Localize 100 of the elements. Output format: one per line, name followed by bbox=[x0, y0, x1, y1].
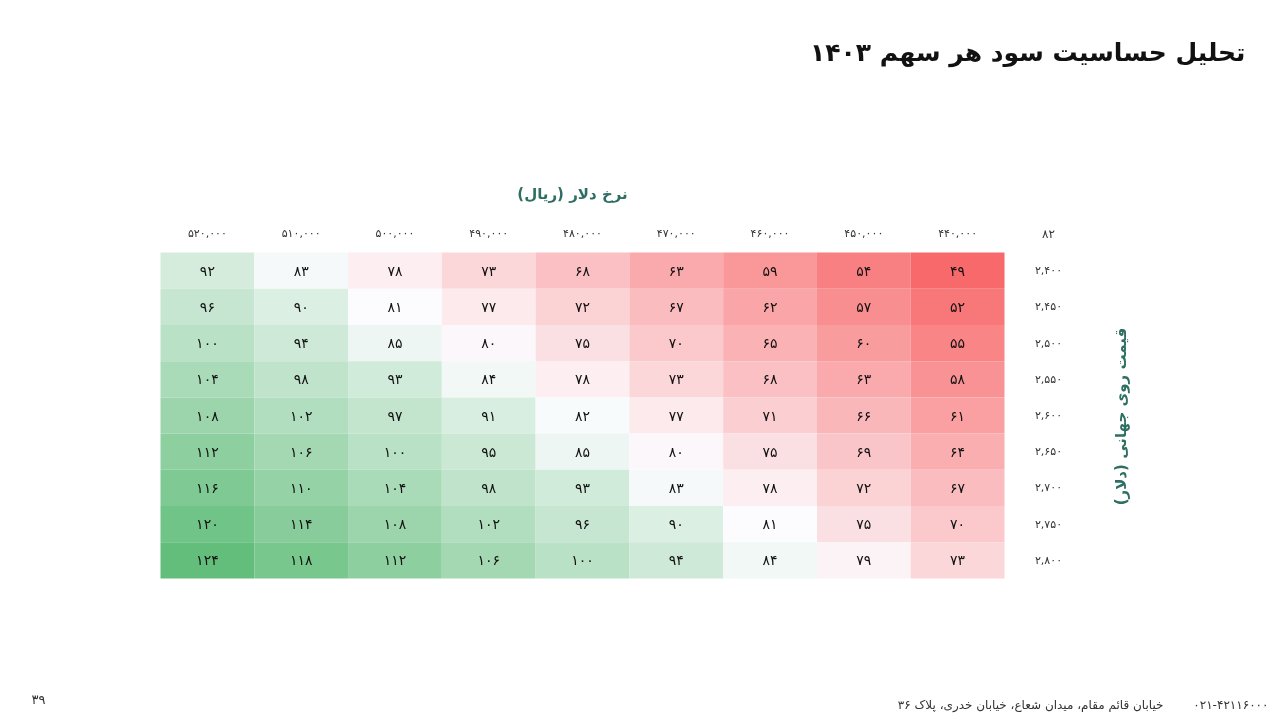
data-label: ۱۱۲ bbox=[196, 443, 219, 460]
data-label: ۱۰۲ bbox=[289, 407, 313, 424]
x-tick-label: ۴۶۰,۰۰۰ bbox=[750, 227, 790, 240]
data-label: ۹۶ bbox=[574, 516, 591, 533]
data-label: ۶۱ bbox=[950, 407, 966, 424]
data-label: ۶۸ bbox=[762, 371, 779, 388]
data-label: ۸۱ bbox=[387, 298, 403, 315]
y-tick-label: ۲,۶۰۰ bbox=[1034, 409, 1063, 422]
data-label: ۹۱ bbox=[481, 407, 497, 424]
data-label: ۹۰ bbox=[668, 516, 684, 533]
data-label: ۱۱۰ bbox=[289, 479, 313, 496]
data-label: ۱۰۶ bbox=[289, 443, 313, 460]
data-label: ۶۲ bbox=[762, 298, 778, 315]
data-label: ۷۳ bbox=[950, 552, 966, 569]
y-tick-label: ۲,۴۰۰ bbox=[1034, 264, 1063, 278]
data-label: ۶۳ bbox=[668, 262, 685, 279]
x-tick-label: ۴۹۰,۰۰۰ bbox=[469, 227, 509, 240]
data-label: ۷۸ bbox=[574, 371, 591, 388]
y-tick-label: ۲,۴۵۰ bbox=[1034, 300, 1063, 314]
x-tick-label: ۴۸۰,۰۰۰ bbox=[563, 227, 602, 240]
text: خیابان قائم مقام، میدان شعاع، خیابان خدری، پلاک ۳۶ bbox=[897, 697, 1164, 713]
data-label: ۵۴ bbox=[856, 262, 872, 279]
data-label: ۹۳ bbox=[574, 479, 591, 496]
x-tick-label: ۴۷۰,۰۰۰ bbox=[656, 227, 696, 240]
data-label: ۵۲ bbox=[950, 298, 966, 315]
data-label: ۱۱۶ bbox=[196, 479, 219, 496]
data-label: ۸۱ bbox=[762, 516, 778, 533]
data-label: ۸۳ bbox=[293, 262, 310, 279]
data-label: ۷۲ bbox=[574, 298, 591, 315]
data-label: ۱۱۴ bbox=[289, 516, 313, 533]
data-label: ۹۶ bbox=[199, 298, 215, 315]
data-label: ۷۱ bbox=[762, 407, 778, 424]
data-label: ۹۷ bbox=[387, 407, 403, 424]
data-label: ۷۲ bbox=[856, 479, 872, 496]
text: ۳۹ bbox=[31, 692, 46, 707]
chart-title: تحلیل حساسیت سود هر سهم ۱۴۰۳ bbox=[810, 38, 1246, 68]
data-label: ۷۵ bbox=[574, 335, 591, 352]
y-tick-label: ۲,۷۵۰ bbox=[1034, 517, 1063, 531]
data-label: ۱۱۲ bbox=[383, 552, 407, 569]
data-label: ۱۰۰ bbox=[383, 443, 407, 460]
data-label: ۸۰ bbox=[668, 443, 684, 460]
data-label: ۷۷ bbox=[668, 407, 685, 424]
data-label: ۴۹ bbox=[950, 262, 966, 279]
data-label: ۱۱۸ bbox=[289, 552, 313, 569]
data-label: ۹۴ bbox=[293, 335, 309, 352]
text: ۸۲ bbox=[1042, 226, 1055, 241]
data-label: ۹۳ bbox=[387, 371, 403, 388]
data-label: ۱۰۸ bbox=[383, 516, 407, 533]
data-label: ۸۳ bbox=[668, 479, 685, 496]
data-label: ۶۳ bbox=[856, 371, 872, 388]
data-label: ۱۰۰ bbox=[196, 335, 219, 352]
data-label: ۹۸ bbox=[293, 371, 310, 388]
data-label: ۷۳ bbox=[481, 262, 497, 279]
data-label: ۷۹ bbox=[856, 552, 872, 569]
data-label: ۹۲ bbox=[199, 262, 215, 279]
x-tick-label: ۵۰۰,۰۰۰ bbox=[375, 227, 415, 240]
data-label: ۷۵ bbox=[762, 443, 778, 460]
y-tick-label: ۲,۶۵۰ bbox=[1034, 445, 1063, 459]
data-label: ۶۵ bbox=[762, 335, 778, 352]
data-label: ۱۰۲ bbox=[477, 516, 501, 533]
data-label: ۶۸ bbox=[574, 262, 591, 279]
data-label: ۸۵ bbox=[574, 443, 591, 460]
y-tick-label: ۲,۵۰۰ bbox=[1034, 336, 1063, 350]
y-tick-label: ۲,۷۰۰ bbox=[1034, 481, 1063, 495]
x-tick-label: ۴۴۰,۰۰۰ bbox=[938, 227, 978, 240]
data-label: ۱۰۸ bbox=[196, 407, 220, 424]
data-label: ۶۷ bbox=[668, 298, 685, 315]
data-label: ۱۲۰ bbox=[196, 516, 219, 533]
x-axis-title: نرخ دلار (ریال) bbox=[517, 184, 628, 203]
data-label: ۷۳ bbox=[668, 371, 685, 388]
data-label: ۸۲ bbox=[574, 407, 591, 424]
data-label: ۷۸ bbox=[762, 479, 779, 496]
data-label: ۵۷ bbox=[856, 298, 872, 315]
data-label: ۵۹ bbox=[762, 262, 778, 279]
data-label: ۶۶ bbox=[856, 407, 872, 424]
data-label: ۷۵ bbox=[856, 516, 872, 533]
x-tick-label: ۴۵۰,۰۰۰ bbox=[844, 227, 884, 240]
data-label: ۸۴ bbox=[481, 371, 497, 388]
data-label: ۷۸ bbox=[387, 262, 403, 279]
data-label: ۸۴ bbox=[762, 552, 778, 569]
data-label: ۱۰۴ bbox=[196, 371, 219, 388]
data-label: ۵۵ bbox=[950, 335, 966, 352]
data-label: ۶۷ bbox=[950, 479, 966, 496]
data-label: ۱۲۴ bbox=[196, 552, 219, 569]
data-label: ۹۸ bbox=[481, 479, 497, 496]
x-tick-label: ۵۱۰,۰۰۰ bbox=[281, 227, 321, 240]
data-label: ۹۵ bbox=[481, 443, 497, 460]
data-label: ۸۵ bbox=[387, 335, 403, 352]
data-label: ۷۰ bbox=[668, 335, 684, 352]
data-label: ۵۸ bbox=[950, 371, 966, 388]
data-label: ۷۷ bbox=[481, 298, 497, 315]
y-tick-label: ۲,۸۰۰ bbox=[1034, 553, 1063, 567]
data-label: ۶۹ bbox=[856, 443, 872, 460]
x-tick-label: ۵۲۰,۰۰۰ bbox=[187, 227, 227, 240]
data-label: ۷۰ bbox=[950, 516, 966, 533]
data-label: ۶۰ bbox=[856, 335, 872, 352]
data-label: ۸۰ bbox=[481, 335, 497, 352]
y-axis-title: قیمت روی جهانی (دلار) bbox=[1111, 327, 1130, 506]
data-label: ۱۰۶ bbox=[477, 552, 501, 569]
data-label: ۱۰۰ bbox=[571, 552, 594, 569]
